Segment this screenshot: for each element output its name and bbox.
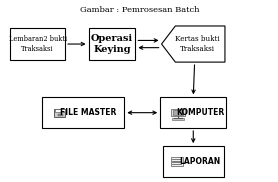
- FancyBboxPatch shape: [58, 114, 63, 116]
- FancyBboxPatch shape: [171, 157, 183, 166]
- FancyBboxPatch shape: [89, 28, 135, 60]
- FancyBboxPatch shape: [160, 97, 226, 128]
- FancyBboxPatch shape: [172, 118, 184, 120]
- FancyBboxPatch shape: [10, 28, 65, 60]
- Text: Lembaran2 bukti
Traksaksi: Lembaran2 bukti Traksaksi: [9, 35, 67, 53]
- FancyBboxPatch shape: [42, 97, 124, 128]
- FancyBboxPatch shape: [163, 146, 224, 177]
- FancyBboxPatch shape: [54, 108, 65, 117]
- Text: Gambar : Pemrosesan Batch: Gambar : Pemrosesan Batch: [80, 6, 199, 14]
- FancyBboxPatch shape: [55, 109, 64, 112]
- Polygon shape: [162, 26, 225, 62]
- FancyBboxPatch shape: [171, 109, 185, 116]
- Text: Operasi
Keying: Operasi Keying: [91, 34, 133, 54]
- Text: LAPORAN: LAPORAN: [180, 157, 221, 166]
- FancyBboxPatch shape: [173, 110, 183, 115]
- Text: FILE MASTER: FILE MASTER: [60, 108, 117, 117]
- Text: KOMPUTER: KOMPUTER: [176, 108, 224, 117]
- Text: Kertas bukti
Traksaksi: Kertas bukti Traksaksi: [175, 35, 220, 53]
